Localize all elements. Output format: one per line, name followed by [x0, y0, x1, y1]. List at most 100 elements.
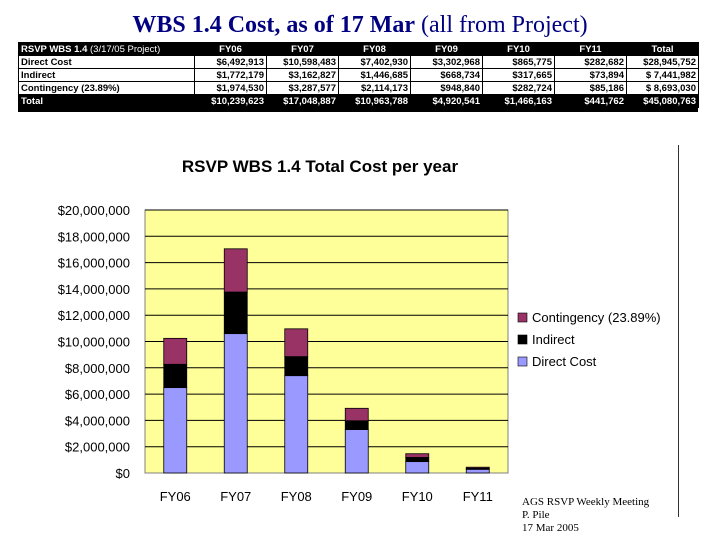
y-tick-label: $6,000,000	[65, 387, 130, 402]
bar-segment	[405, 457, 430, 463]
table-cell: $1,466,163	[482, 94, 555, 108]
legend-entry: Direct Cost	[532, 354, 597, 369]
table-cell: $73,894	[554, 68, 627, 82]
bar-segment	[223, 291, 248, 335]
x-tick-label: FY11	[463, 489, 493, 504]
table-cell: $10,598,483	[266, 55, 339, 69]
table-cell: $4,920,541	[410, 94, 483, 108]
table-column-header: FY07	[266, 42, 339, 56]
y-tick-label: $4,000,000	[65, 413, 130, 428]
cost-table-container: RSVP WBS 1.4 (3/17/05 Project) FY06 FY07…	[18, 42, 699, 112]
bar-segment	[284, 356, 309, 377]
x-tick-label: FY09	[341, 489, 372, 504]
slide-title: WBS 1.4 Cost, as of 17 Mar (all from Pro…	[0, 12, 720, 39]
table-column-header: FY11	[554, 42, 627, 56]
y-tick-label: $10,000,000	[58, 335, 130, 350]
footer-date: 17 Mar 2005	[522, 522, 579, 534]
table-row-label: Total	[18, 94, 195, 108]
chart-title: RSVP WBS 1.4 Total Cost per year	[182, 157, 459, 176]
table-total-row: Total $10,239,623 $17,048,887 $10,963,78…	[18, 94, 699, 108]
table-cell: $282,682	[554, 55, 627, 69]
legend-entry: Contingency (23.89%)	[532, 310, 661, 325]
table-cell: $3,162,827	[266, 68, 339, 82]
table-header-label: RSVP WBS 1.4	[21, 43, 88, 55]
table-column-header: FY10	[482, 42, 555, 56]
bar-segment	[223, 333, 248, 474]
y-tick-label: $12,000,000	[58, 308, 130, 323]
table-header-label-cell: RSVP WBS 1.4 (3/17/05 Project)	[18, 42, 195, 56]
bar-segment	[284, 375, 309, 474]
table-cell: $1,974,530	[194, 81, 267, 95]
stacked-bar-chart: RSVP WBS 1.4 Total Cost per year $0 $2,000…	[58, 157, 661, 504]
table-cell: $948,840	[410, 81, 483, 95]
bar-segment	[465, 466, 490, 469]
chart-area: RSVP WBS 1.4 Total Cost per year $0 $2,000…	[20, 140, 678, 518]
y-tick-label: $2,000,000	[65, 440, 130, 455]
table-cell: $2,114,173	[338, 81, 411, 95]
table-cell: $10,963,788	[338, 94, 411, 108]
x-tick-label: FY07	[220, 489, 251, 504]
table-cell: $28,945,752	[626, 55, 699, 69]
legend-swatch	[517, 356, 528, 367]
table-cell: $10,239,623	[194, 94, 267, 108]
table-cell: $1,446,685	[338, 68, 411, 82]
bar-segment	[163, 387, 188, 474]
table-row: Indirect $1,772,179 $3,162,827 $1,446,68…	[18, 68, 699, 82]
cost-table: RSVP WBS 1.4 (3/17/05 Project) FY06 FY07…	[18, 42, 699, 108]
y-tick-label: $20,000,000	[58, 203, 130, 218]
table-cell: $1,772,179	[194, 68, 267, 82]
footer: AGS RSVP Weekly Meeting P. Pile 17 Mar 2…	[522, 496, 649, 535]
slide-title-sub: (all from Project)	[421, 12, 588, 38]
table-row-label: Direct Cost	[18, 55, 195, 69]
table-row: Direct Cost $6,492,913 $10,598,483 $7,40…	[18, 55, 699, 69]
bar-segment	[465, 468, 490, 474]
y-tick-label: $8,000,000	[65, 361, 130, 376]
bar-segment	[344, 429, 369, 474]
x-tick-label: FY06	[160, 489, 191, 504]
bar-segment	[163, 337, 188, 365]
bar-segment	[344, 407, 369, 422]
bar-segment	[405, 453, 430, 458]
table-column-header: Total	[626, 42, 699, 56]
table-column-header: FY08	[338, 42, 411, 56]
table-cell: $7,402,930	[338, 55, 411, 69]
table-row: Contingency (23.89%) $1,974,530 $3,287,5…	[18, 81, 699, 95]
table-cell: $668,734	[410, 68, 483, 82]
bar-segment	[405, 461, 430, 474]
legend-swatch	[517, 334, 528, 345]
divider-line	[678, 145, 679, 517]
table-cell: $45,080,763	[626, 94, 699, 108]
table-cell: $441,762	[554, 94, 627, 108]
legend-entry: Indirect	[532, 332, 575, 347]
bar-segment	[223, 248, 248, 293]
table-row-label: Contingency (23.89%)	[18, 81, 195, 95]
bar-segment	[284, 328, 309, 358]
table-cell: $6,492,913	[194, 55, 267, 69]
y-tick-label: $16,000,000	[58, 256, 130, 271]
table-column-header: FY06	[194, 42, 267, 56]
table-cell: $865,775	[482, 55, 555, 69]
table-header-note: (3/17/05 Project)	[90, 43, 161, 55]
table-column-header: FY09	[410, 42, 483, 56]
y-tick-label: $14,000,000	[58, 282, 130, 297]
table-cell: $3,302,968	[410, 55, 483, 69]
footer-meeting: AGS RSVP Weekly Meeting	[522, 496, 650, 508]
y-tick-label: $0	[116, 466, 130, 481]
slide-title-main: WBS 1.4 Cost, as of 17 Mar	[132, 12, 416, 38]
table-cell: $317,665	[482, 68, 555, 82]
bar-segment	[163, 363, 188, 389]
y-tick-label: $18,000,000	[58, 229, 130, 244]
table-cell: $17,048,887	[266, 94, 339, 108]
table-cell: $ 7,441,982	[626, 68, 699, 82]
table-cell: $3,287,577	[266, 81, 339, 95]
table-cell: $ 8,693,030	[626, 81, 699, 95]
table-header-row: RSVP WBS 1.4 (3/17/05 Project) FY06 FY07…	[18, 42, 699, 56]
bar-segment	[344, 420, 369, 430]
table-row-label: Indirect	[18, 68, 195, 82]
legend-swatch	[517, 312, 528, 323]
footer-author: P. Pile	[522, 509, 550, 521]
table-cell: $282,724	[482, 81, 555, 95]
x-tick-label: FY08	[281, 489, 312, 504]
table-cell: $85,186	[554, 81, 627, 95]
x-tick-label: FY10	[402, 489, 433, 504]
